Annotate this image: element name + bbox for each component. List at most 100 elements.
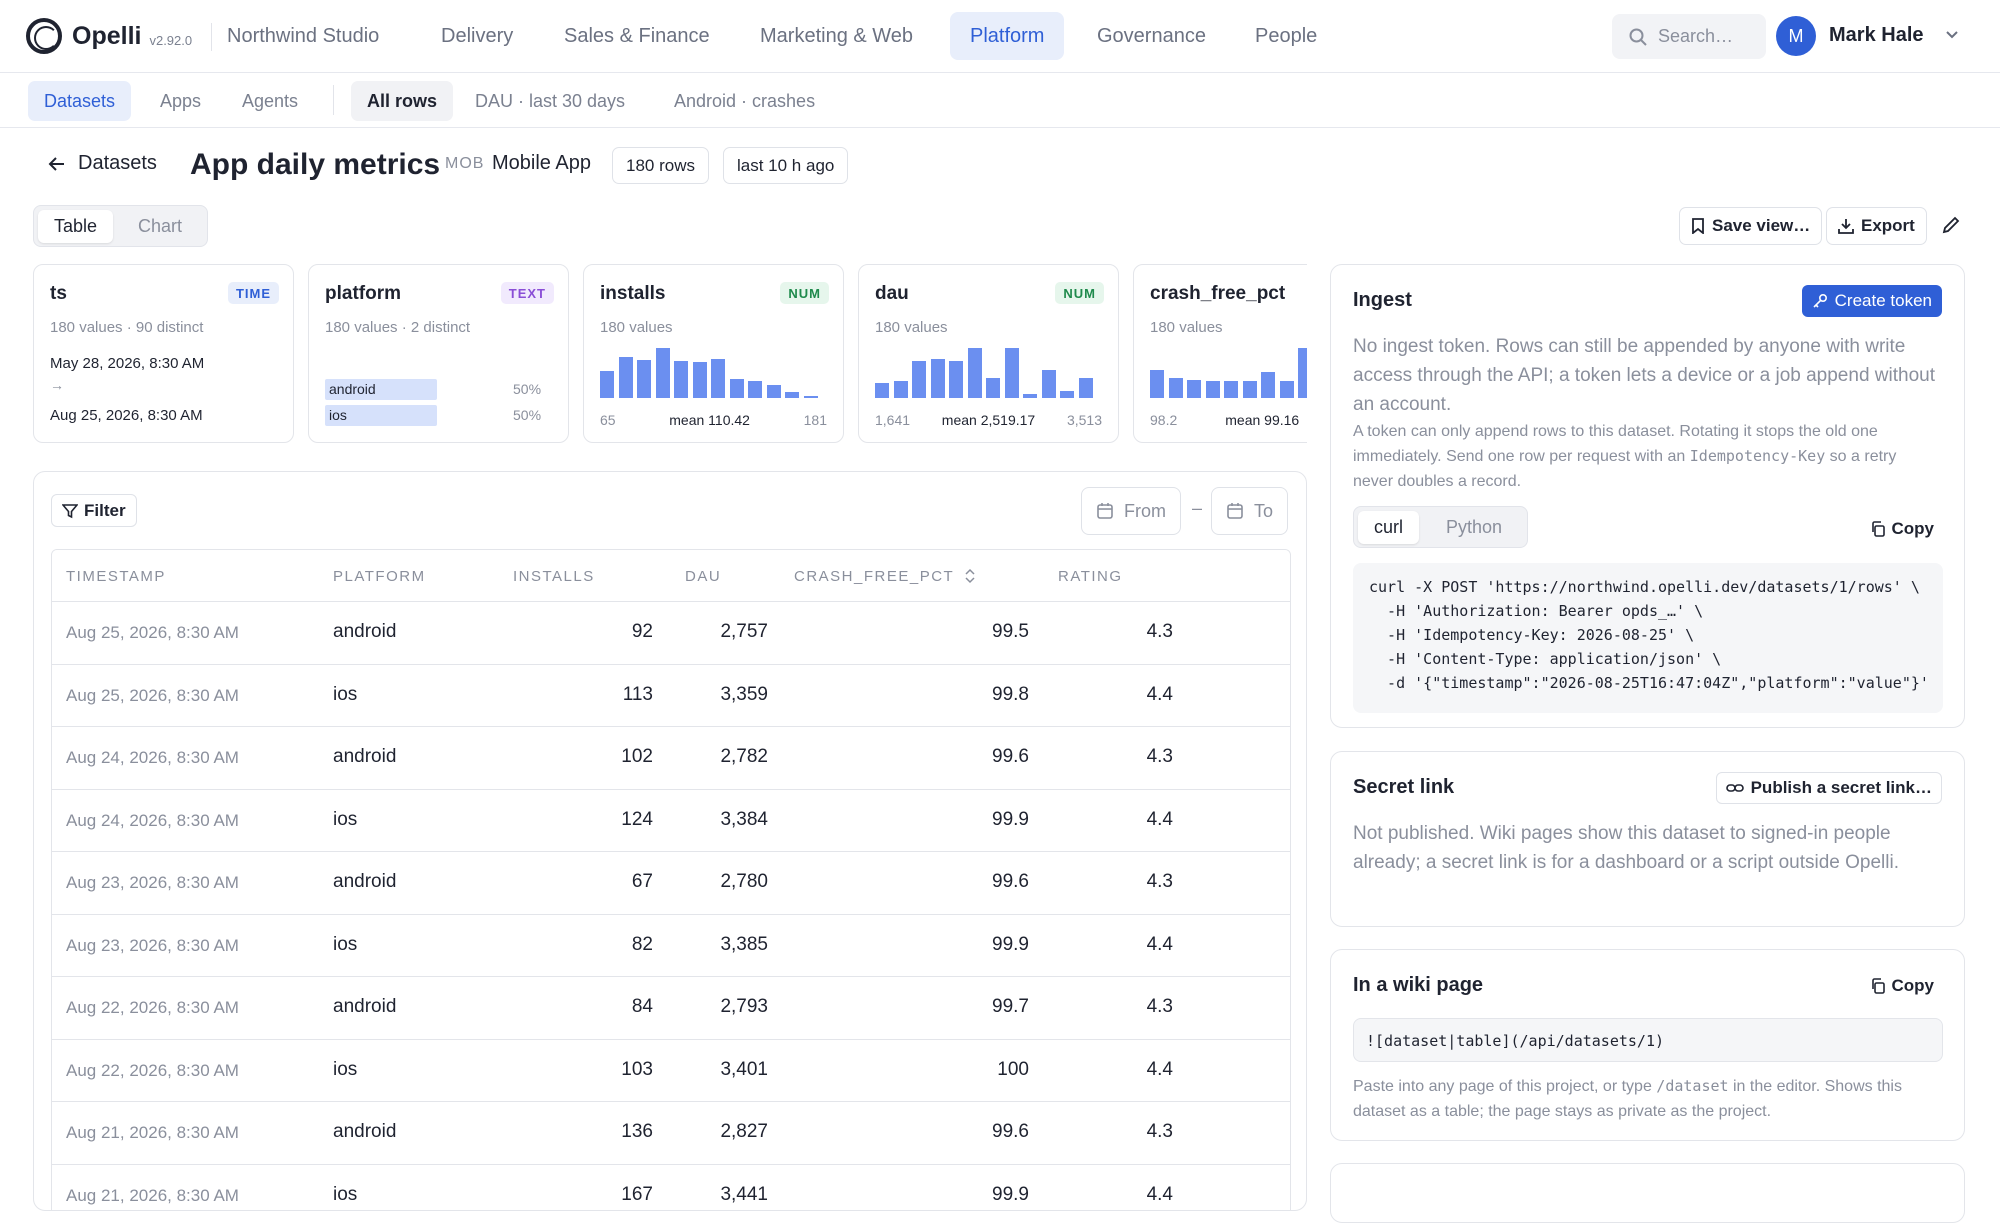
histogram-bar — [1242, 381, 1257, 398]
back-to-datasets[interactable]: Datasets — [48, 152, 157, 175]
histogram-bar — [618, 357, 633, 398]
histogram — [875, 348, 1099, 398]
ingest-card: Ingest Create token No ingest token. Row… — [1330, 264, 1965, 728]
col-header-timestamp[interactable]: TIMESTAMP — [66, 568, 166, 585]
table-row[interactable]: Aug 25, 2026, 8:30 AM android 92 2,757 99.5 4… — [52, 602, 1290, 665]
bookmark-icon — [1692, 218, 1704, 234]
column-card-installs[interactable]: installs NUM 180 values 65 mean 110.42 1… — [583, 264, 844, 443]
date-to-input[interactable]: To — [1211, 487, 1289, 535]
create-token-button[interactable]: Create token — [1801, 285, 1942, 317]
histogram — [600, 348, 824, 398]
range-from: May 28, 2026, 8:30 AM — [50, 355, 205, 372]
tab-python[interactable]: Python — [1446, 517, 1503, 537]
table-row[interactable]: Aug 24, 2026, 8:30 AM android 102 2,782 99.6… — [52, 727, 1290, 790]
nav-platform[interactable]: Platform — [950, 12, 1065, 60]
view-dau-last-30[interactable]: DAU · last 30 days — [475, 90, 626, 111]
histogram-bar — [729, 379, 744, 398]
column-card-crash-free-pct[interactable]: crash_free_pct 180 values 98.2 mean 99.1… — [1133, 264, 1307, 443]
date-from-input[interactable]: From — [1081, 487, 1181, 535]
app-logo[interactable]: Opelli v2.92.0 — [26, 18, 192, 54]
col-header-dau[interactable]: DAU — [685, 568, 722, 585]
view-android-crashes[interactable]: Android · crashes — [674, 90, 816, 111]
filter-label: Filter — [84, 500, 126, 520]
cell-installs: 67 — [631, 871, 653, 892]
copy-code-button[interactable]: Copy — [1870, 519, 1934, 539]
copy-icon — [1871, 978, 1885, 994]
pencil-icon[interactable] — [1941, 215, 1961, 235]
copy-embed-button[interactable]: Copy — [1870, 976, 1934, 996]
stat-mean: mean 2,519.17 — [941, 412, 1036, 428]
export-button[interactable]: Export — [1826, 207, 1927, 245]
search-input[interactable]: Search… — [1612, 14, 1766, 59]
nav-marketing-web[interactable]: Marketing & Web — [760, 24, 914, 47]
code-snippet[interactable]: curl -X POST 'https://northwind.opelli.d… — [1353, 563, 1943, 713]
tab-curl[interactable]: curl — [1358, 511, 1420, 544]
project-code: MOB — [445, 155, 485, 172]
table-row[interactable]: Aug 24, 2026, 8:30 AM ios 124 3,384 99.9 4.4 — [52, 790, 1290, 852]
cell-platform: ios — [333, 1058, 358, 1080]
sort-icon[interactable] — [964, 568, 976, 584]
cell-crash-free-pct: 99.6 — [992, 746, 1029, 767]
subnav-apps[interactable]: Apps — [160, 90, 202, 111]
tab-table[interactable]: Table — [38, 210, 114, 243]
column-card-dau[interactable]: dau NUM 180 values 1,641 mean 2,519.17 3… — [858, 264, 1119, 443]
table-row[interactable]: Aug 22, 2026, 8:30 AM android 84 2,793 99.7 4… — [52, 977, 1290, 1040]
tab-chart[interactable]: Chart — [138, 216, 183, 236]
table-row[interactable]: Aug 25, 2026, 8:30 AM ios 113 3,359 99.8 4.4 — [52, 665, 1290, 727]
user-name[interactable]: Mark Hale — [1829, 24, 1924, 46]
nav-workspace[interactable]: Northwind Studio — [227, 24, 380, 47]
col-header-rating[interactable]: RATING — [1058, 568, 1123, 585]
nav-people[interactable]: People — [1255, 24, 1318, 47]
save-view-button[interactable]: Save view… — [1679, 207, 1823, 245]
histogram-bar — [637, 360, 651, 398]
category-pct: 50% — [513, 381, 542, 397]
ingest-description: No ingest token. Rows can still be appen… — [1353, 336, 1935, 415]
histogram-bar — [674, 361, 688, 398]
nav-delivery[interactable]: Delivery — [441, 24, 514, 47]
histogram-bar — [949, 361, 963, 398]
nav-governance[interactable]: Governance — [1097, 24, 1206, 47]
avatar[interactable]: M — [1776, 16, 1816, 56]
histogram-bar — [1023, 394, 1037, 398]
secret-description: Not published. Wiki pages show this data… — [1353, 823, 1899, 873]
stat-max: 181 — [803, 412, 827, 428]
embed-snippet[interactable]: ![dataset|table](/api/datasets/1) — [1353, 1018, 1943, 1062]
secret-link-card: Secret link Publish a secret link… Not p… — [1330, 751, 1965, 927]
cell-dau: 2,827 — [720, 1121, 768, 1142]
column-card-platform[interactable]: platform TEXT 180 values · 2 distinct an… — [308, 264, 569, 443]
cell-dau: 3,401 — [720, 1058, 768, 1080]
type-badge: TEXT — [500, 282, 554, 304]
nav-sales-finance[interactable]: Sales & Finance — [564, 24, 710, 47]
cell-installs: 84 — [631, 996, 653, 1017]
category-fill — [325, 405, 437, 426]
cell-crash-free-pct: 99.8 — [992, 683, 1029, 705]
table-row[interactable]: Aug 23, 2026, 8:30 AM android 67 2,780 99.6 4… — [52, 852, 1290, 915]
chevron-down-icon[interactable] — [1944, 26, 1960, 42]
next-card — [1330, 1163, 1965, 1223]
cell-dau: 2,782 — [720, 746, 768, 767]
table-row[interactable]: Aug 21, 2026, 8:30 AM ios 167 3,441 99.9 4.4 — [52, 1165, 1290, 1211]
publish-secret-link-button[interactable]: Publish a secret link… — [1715, 772, 1942, 804]
stat-mean: mean 110.42 — [669, 412, 750, 428]
cell-crash-free-pct: 99.9 — [992, 808, 1029, 830]
histogram-bar — [803, 396, 818, 398]
col-header-crash-free-pct[interactable]: CRASH_FREE_PCT — [794, 568, 955, 585]
table-header: TIMESTAMP PLATFORM INSTALLS DAU CRASH_FR… — [52, 550, 1290, 602]
cell-installs: 167 — [621, 1183, 653, 1205]
subnav-agents[interactable]: Agents — [242, 90, 299, 111]
subnav-datasets[interactable]: Datasets — [28, 81, 132, 121]
cell-timestamp: Aug 25, 2026, 8:30 AM — [66, 623, 239, 642]
view-all-rows[interactable]: All rows — [351, 81, 454, 121]
col-header-platform[interactable]: PLATFORM — [333, 568, 426, 585]
table-row[interactable]: Aug 23, 2026, 8:30 AM ios 82 3,385 99.9 4.4 — [52, 915, 1290, 977]
filter-button[interactable]: Filter — [51, 494, 137, 527]
table-row[interactable]: Aug 21, 2026, 8:30 AM android 136 2,827 99.6… — [52, 1102, 1290, 1165]
histogram-bar — [1041, 370, 1056, 398]
column-name: platform — [325, 283, 401, 304]
date-to-label: To — [1254, 500, 1274, 521]
table-row[interactable]: Aug 22, 2026, 8:30 AM ios 103 3,401 100 4.4 — [52, 1040, 1290, 1102]
col-header-installs[interactable]: INSTALLS — [513, 568, 595, 585]
sub-bar — [0, 73, 2000, 128]
project-name[interactable]: Mobile App — [492, 152, 591, 174]
column-card-ts[interactable]: ts TIME 180 values · 90 distinct May 28,… — [33, 264, 294, 443]
